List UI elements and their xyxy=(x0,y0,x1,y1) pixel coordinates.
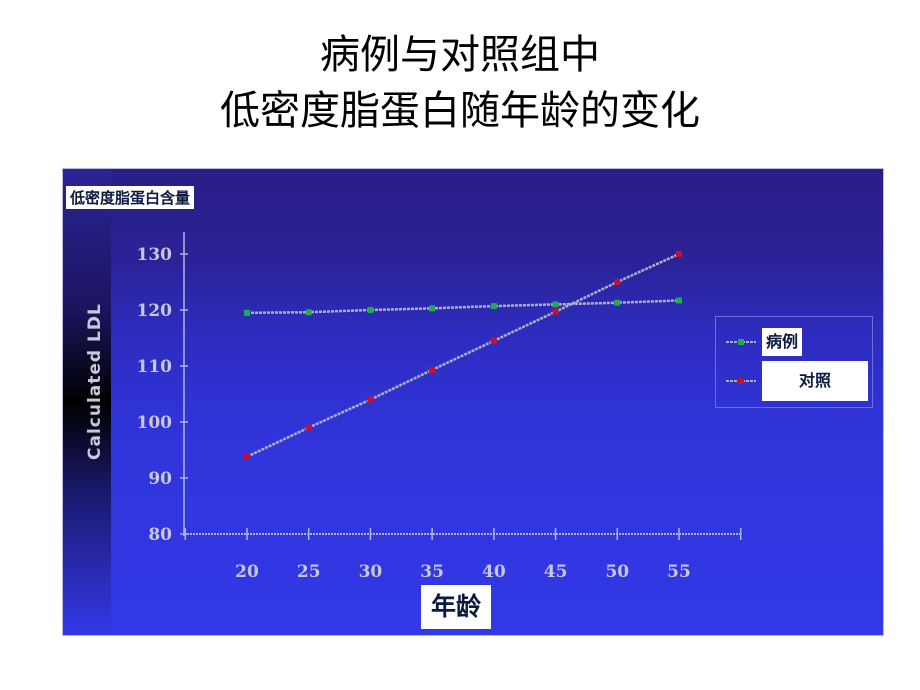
legend-label-control: 对照 xyxy=(762,361,868,401)
chart-panel xyxy=(62,168,884,636)
data-point-control xyxy=(614,279,621,285)
series-line-control xyxy=(246,252,680,458)
data-point-case xyxy=(614,299,621,306)
y-tick-label: 110 xyxy=(137,357,173,377)
legend-marker-case xyxy=(738,339,744,345)
series-line-case xyxy=(246,299,680,315)
data-point-control xyxy=(429,366,436,373)
y-tick-label: 100 xyxy=(137,413,173,433)
chart-title: 低密度脂蛋白含量 xyxy=(66,186,195,209)
x-tick-label: 25 xyxy=(297,562,321,582)
x-tick-label: 30 xyxy=(359,562,383,582)
data-point-control xyxy=(305,424,312,431)
x-tick-label: 55 xyxy=(667,562,691,582)
data-point-case xyxy=(676,297,682,304)
data-point-control xyxy=(244,453,250,460)
data-point-case xyxy=(552,301,559,308)
data-point-case xyxy=(305,309,312,316)
x-tick-label: 45 xyxy=(544,562,568,582)
data-point-case xyxy=(490,303,497,310)
x-axis-title: 年龄 xyxy=(421,585,492,629)
data-point-case xyxy=(429,305,436,312)
y-axis-label: Calculated LDL xyxy=(85,303,105,460)
slide-title-line1: 病例与对照组中 xyxy=(320,32,600,78)
x-tick-label: 40 xyxy=(482,562,506,582)
x-tick-label: 35 xyxy=(420,562,444,582)
y-tick-label: 130 xyxy=(137,245,173,265)
legend xyxy=(715,316,873,408)
slide-title-line2: 低密度脂蛋白随年龄的变化 xyxy=(220,88,700,134)
x-tick-label: 50 xyxy=(605,562,629,582)
data-point-case xyxy=(244,309,250,316)
x-tick-label: 20 xyxy=(235,562,259,582)
y-tick-label: 80 xyxy=(148,525,172,545)
left-band xyxy=(63,169,111,635)
legend-marker-control xyxy=(738,378,744,384)
data-point-control xyxy=(676,251,682,257)
data-point-case xyxy=(367,307,374,313)
data-point-control xyxy=(490,337,497,344)
data-point-control xyxy=(552,308,559,315)
legend-label-case: 病例 xyxy=(762,328,802,356)
y-tick-label: 90 xyxy=(148,469,172,489)
y-tick-label: 120 xyxy=(137,301,173,321)
data-point-control xyxy=(367,396,374,403)
